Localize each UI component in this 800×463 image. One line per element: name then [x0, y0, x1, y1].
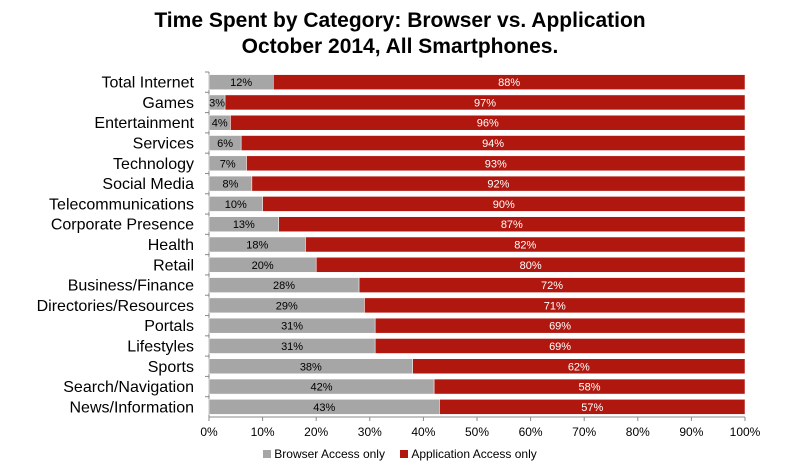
x-tick-label: 70% [572, 425, 596, 439]
data-label-application: 69% [549, 341, 571, 353]
bar-segment-application [374, 317, 746, 334]
x-tick-label: 30% [358, 425, 382, 439]
data-label-application: 90% [493, 199, 515, 211]
bar-segment-application [240, 135, 746, 151]
legend-swatch-browser [263, 450, 272, 458]
x-tick-label: 90% [679, 425, 703, 439]
data-label-application: 82% [514, 240, 536, 252]
data-label-browser: 38% [300, 361, 322, 373]
bar-segment-application [439, 399, 746, 415]
data-label-application: 58% [579, 382, 601, 394]
bar-segment-application [230, 114, 746, 131]
data-label-browser: 12% [230, 77, 252, 89]
data-label-browser: 20% [252, 260, 274, 272]
bar-segment-application [364, 297, 746, 314]
data-label-application: 80% [520, 260, 542, 272]
legend-item-application: Application Access only [400, 447, 537, 461]
chart-title-line2: October 2014, All Smartphones. [241, 35, 559, 58]
bar-segment-application [315, 257, 746, 273]
bar-segment-application [273, 74, 746, 90]
data-label-browser: 8% [222, 179, 238, 191]
category-label: Technology [113, 156, 194, 173]
legend-swatch-application [400, 450, 409, 458]
category-label: Business/Finance [68, 278, 194, 295]
x-tick-label: 0% [200, 425, 218, 439]
legend: Browser Access only Application Access o… [0, 447, 800, 461]
data-label-browser: 4% [212, 118, 228, 130]
category-label: Total Internet [102, 75, 195, 92]
x-tick-label: 20% [304, 425, 328, 439]
legend-label-browser: Browser Access only [274, 447, 385, 461]
bar-segment-application [358, 277, 746, 293]
category-label: Entertainment [94, 115, 194, 132]
legend-item-browser: Browser Access only [263, 447, 385, 461]
data-label-application: 94% [482, 138, 504, 150]
x-tick-label: 100% [730, 425, 761, 439]
data-label-application: 96% [477, 118, 499, 130]
data-label-application: 69% [549, 321, 571, 333]
category-label: Health [148, 237, 194, 254]
category-label: Retail [153, 257, 194, 274]
data-label-browser: 43% [313, 402, 335, 414]
category-label: Social Media [102, 176, 194, 193]
x-tick-label: 40% [411, 425, 435, 439]
data-label-browser: 3% [209, 97, 225, 109]
bar-segment-application [246, 155, 746, 172]
data-label-browser: 29% [276, 300, 298, 312]
x-tick-label: 50% [465, 425, 489, 439]
data-label-browser: 7% [220, 158, 236, 170]
bar-segment-application [412, 358, 746, 375]
bar-segment-application [251, 175, 746, 192]
category-label: Corporate Presence [51, 217, 194, 234]
data-label-browser: 42% [311, 382, 333, 394]
data-label-browser: 31% [281, 321, 303, 333]
data-label-browser: 28% [273, 280, 295, 292]
data-label-application: 92% [487, 179, 509, 191]
x-tick-label: 10% [251, 425, 275, 439]
bar-segment-application [278, 216, 746, 232]
category-label: Directories/Resources [37, 298, 194, 315]
chart-title-line1: Time Spent by Category: Browser vs. Appl… [154, 9, 646, 32]
data-label-browser: 10% [225, 199, 247, 211]
category-label: Games [142, 95, 194, 112]
data-label-browser: 18% [246, 240, 268, 252]
category-label: Search/Navigation [63, 379, 194, 396]
data-label-application: 57% [581, 402, 603, 414]
chart-title: Time Spent by Category: Browser vs. Appl… [0, 8, 800, 60]
data-label-browser: 13% [233, 219, 255, 231]
bar-segment-application [433, 378, 746, 395]
category-label: News/Information [70, 399, 195, 416]
legend-label-application: Application Access only [411, 447, 537, 461]
bar-segment-application [262, 196, 746, 212]
data-label-application: 93% [485, 158, 507, 170]
data-label-browser: 31% [281, 341, 303, 353]
category-label: Telecommunications [49, 196, 194, 213]
data-label-application: 71% [544, 300, 566, 312]
bar-segment-application [305, 236, 746, 253]
data-label-application: 97% [474, 97, 496, 109]
data-label-application: 72% [541, 280, 563, 292]
bar-segment-application [224, 94, 746, 111]
data-label-application: 87% [501, 219, 523, 231]
data-label-application: 62% [568, 361, 590, 373]
data-label-browser: 6% [217, 138, 233, 150]
x-tick-label: 60% [519, 425, 543, 439]
category-label: Services [133, 136, 194, 153]
x-tick-label: 80% [626, 425, 650, 439]
category-label: Sports [148, 359, 194, 376]
category-label: Lifestyles [127, 338, 194, 355]
bar-segment-application [374, 338, 746, 354]
category-label: Portals [144, 318, 194, 335]
data-label-application: 88% [498, 77, 520, 89]
